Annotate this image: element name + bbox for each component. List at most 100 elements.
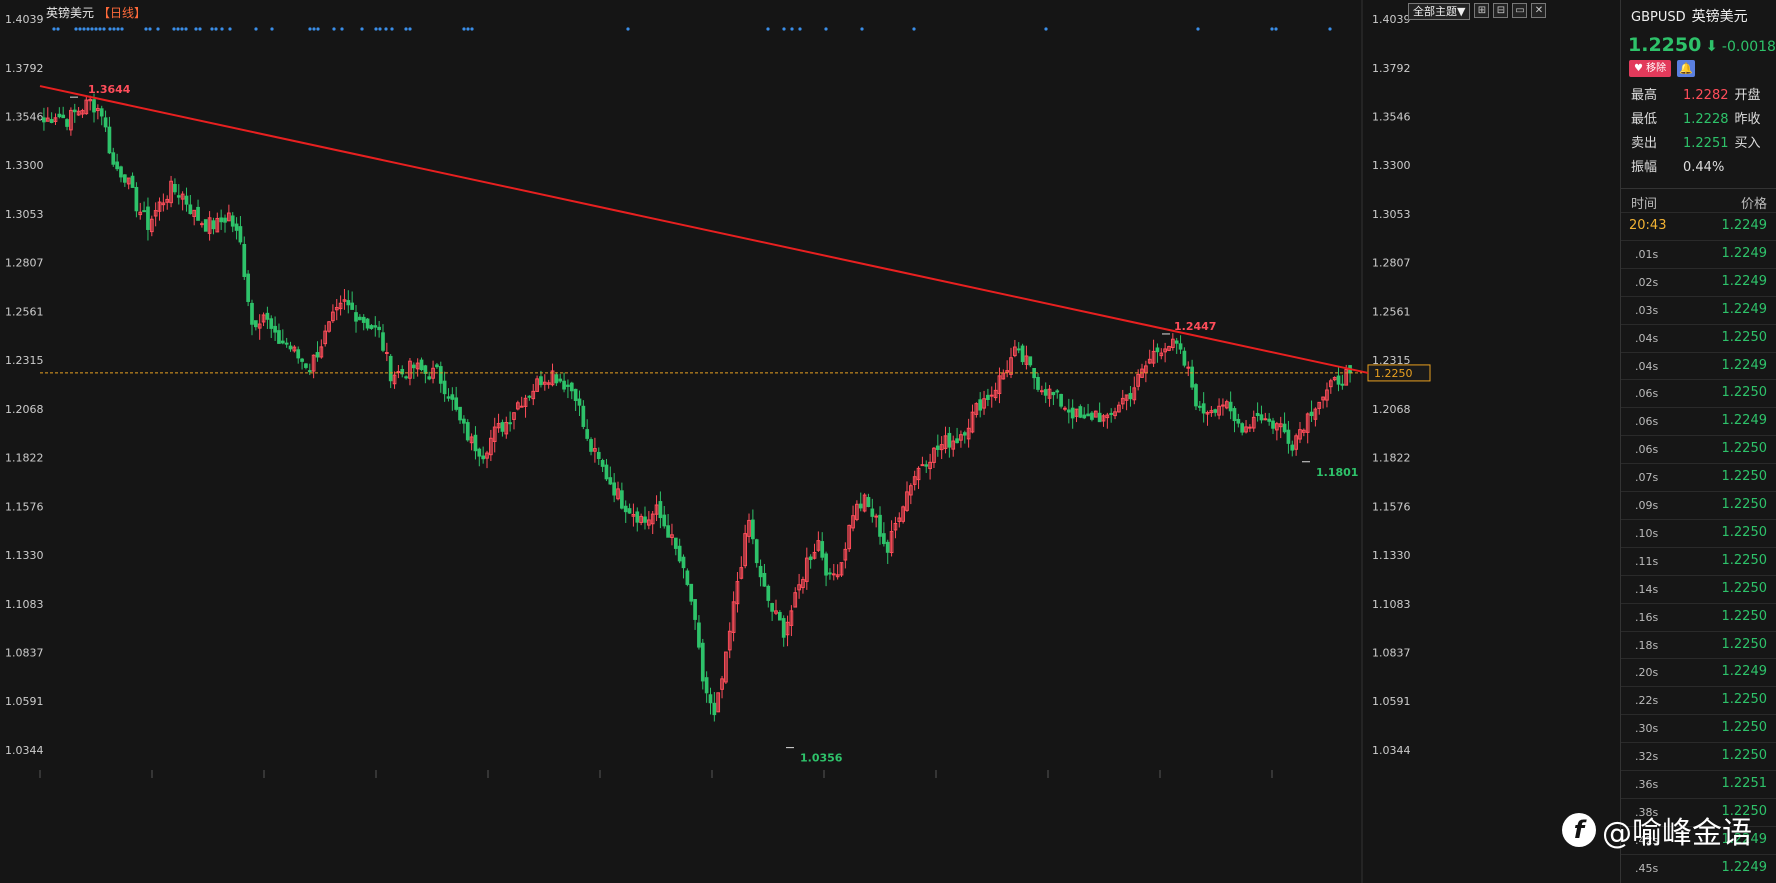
stat-row: 最低 1.2228 昨收	[1631, 108, 1761, 127]
kline-chart[interactable]: 1.4039 1.4039 1.3792 1.3792 1.3546 1.3546 1.33…	[0, 0, 1620, 883]
candle-body	[974, 403, 979, 415]
candle-body	[828, 572, 832, 575]
close-icon[interactable]: ✕	[1531, 3, 1547, 18]
tick-row[interactable]: .06s 1.2250	[1621, 435, 1776, 463]
tick-row[interactable]: .07s 1.2250	[1621, 463, 1776, 491]
candle-body	[620, 490, 624, 509]
y-axis-tick-right: 1.3300	[1372, 159, 1411, 172]
candle-body	[1101, 415, 1106, 422]
y-axis-tick-right: 1.1576	[1372, 500, 1411, 513]
tick-row[interactable]: .01s 1.2249	[1621, 239, 1776, 268]
candle-body	[1213, 409, 1218, 413]
tick-price: 1.2249	[1721, 301, 1768, 317]
tick-row[interactable]: .02s 1.2249	[1621, 267, 1776, 296]
tick-row[interactable]: .06s 1.2249	[1621, 407, 1776, 435]
stat-value: 1.2282	[1683, 88, 1729, 103]
candle-body	[866, 497, 871, 508]
candle-body	[751, 519, 755, 540]
candle-body	[959, 434, 963, 441]
candle-body	[469, 436, 474, 444]
candle-body	[1325, 389, 1329, 401]
candle-body	[361, 316, 366, 323]
tick-price: 1.2249	[1721, 357, 1768, 373]
bell-icon[interactable]: 🔔	[1677, 60, 1696, 77]
candle-body	[1178, 343, 1183, 350]
kline-chart-area[interactable]: 1.4039 1.4039 1.3792 1.3792 1.3546 1.3546 1.33…	[0, 0, 1620, 883]
candle-body	[99, 108, 104, 117]
layout-split-icon[interactable]: ⊟	[1493, 3, 1509, 18]
tick-row[interactable]: .14s 1.2250	[1621, 574, 1776, 603]
candle-body	[415, 362, 420, 370]
candle-body	[1340, 383, 1345, 386]
candle-body	[724, 651, 728, 683]
weibo-logo-icon: f	[1562, 813, 1596, 847]
tick-time: .04s	[1635, 359, 1659, 373]
candle-body	[404, 376, 408, 379]
tick-price: 1.2249	[1721, 831, 1768, 847]
candle-body	[797, 584, 801, 591]
y-axis-tick-right: 1.2807	[1372, 257, 1411, 270]
tick-row[interactable]: .22s 1.2250	[1621, 686, 1776, 714]
signal-dot	[144, 27, 148, 31]
tick-time: .45s	[1635, 861, 1659, 875]
tick-row[interactable]: .32s 1.2250	[1621, 742, 1776, 770]
tick-row[interactable]: .09s 1.2250	[1621, 491, 1776, 519]
candle-body	[119, 166, 123, 178]
remove-watchlist-button[interactable]: ♥ 移除	[1629, 60, 1672, 77]
candle-body	[539, 376, 543, 386]
tick-row[interactable]: .20s 1.2249	[1621, 658, 1776, 686]
candle-body	[169, 180, 173, 204]
signal-dot	[156, 27, 160, 31]
tick-row[interactable]: .30s 1.2250	[1621, 714, 1776, 742]
stat-row: 振幅 0.44%	[1631, 156, 1724, 175]
signal-dot	[340, 27, 344, 31]
signal-dot	[1270, 27, 1274, 31]
ticks-header: 时间 价格	[1621, 188, 1776, 213]
tick-row[interactable]: .04s 1.2249	[1621, 351, 1776, 380]
tick-row[interactable]: .42s 1.2249	[1621, 825, 1776, 854]
tick-row[interactable]: .10s 1.2250	[1621, 518, 1776, 547]
signal-dot	[90, 27, 94, 31]
candle-body	[230, 215, 235, 227]
tick-row[interactable]: .36s 1.2251	[1621, 770, 1776, 798]
candle-body	[862, 494, 867, 512]
y-axis-tick-left: 1.3546	[5, 111, 44, 124]
signal-dot	[824, 27, 828, 31]
candle-body	[654, 504, 659, 515]
candle-body	[107, 126, 112, 154]
candle-body	[427, 376, 432, 380]
y-axis-tick-left: 1.2068	[5, 403, 44, 416]
candle-body	[72, 109, 77, 113]
y-axis-tick-right: 1.3546	[1372, 111, 1411, 124]
candle-body	[149, 218, 154, 233]
chart-toolbar: 全部主题▼ ⊞ ⊟ ▭ ✕	[1408, 3, 1547, 20]
candle-body	[423, 365, 428, 374]
candle-body	[65, 119, 69, 127]
watermark-text: @喻峰金语	[1602, 816, 1752, 851]
tick-row[interactable]: .18s 1.2250	[1621, 630, 1776, 659]
layout-grid-icon[interactable]: ⊞	[1474, 3, 1490, 18]
candle-body	[196, 206, 200, 221]
candle-body	[997, 375, 1002, 394]
tick-row[interactable]: .03s 1.2249	[1621, 295, 1776, 324]
candle-body	[1236, 418, 1241, 424]
tick-row[interactable]: .06s 1.2250	[1621, 379, 1776, 407]
candle-body	[1097, 412, 1102, 423]
tick-time: .10s	[1635, 526, 1659, 540]
theme-select-button[interactable]: 全部主题▼	[1408, 3, 1471, 20]
stat-label: 最低	[1631, 112, 1658, 127]
candle-body	[438, 366, 443, 384]
candle-body	[1228, 401, 1233, 412]
tick-row[interactable]: .11s 1.2250	[1621, 546, 1776, 575]
tick-row[interactable]: 20:43 1.2249	[1621, 212, 1776, 240]
candle-body	[820, 541, 825, 558]
y-axis-tick-right: 1.1330	[1372, 549, 1411, 562]
candle-body	[111, 152, 116, 165]
current-price-label: 1.2250	[1374, 367, 1413, 380]
tick-row[interactable]: .38s 1.2250	[1621, 797, 1776, 826]
tick-row[interactable]: .04s 1.2250	[1621, 323, 1776, 352]
candle-body	[192, 209, 197, 217]
maximize-icon[interactable]: ▭	[1512, 3, 1528, 18]
tick-row[interactable]: .16s 1.2250	[1621, 602, 1776, 631]
tick-row[interactable]: .45s 1.2249	[1621, 853, 1776, 882]
